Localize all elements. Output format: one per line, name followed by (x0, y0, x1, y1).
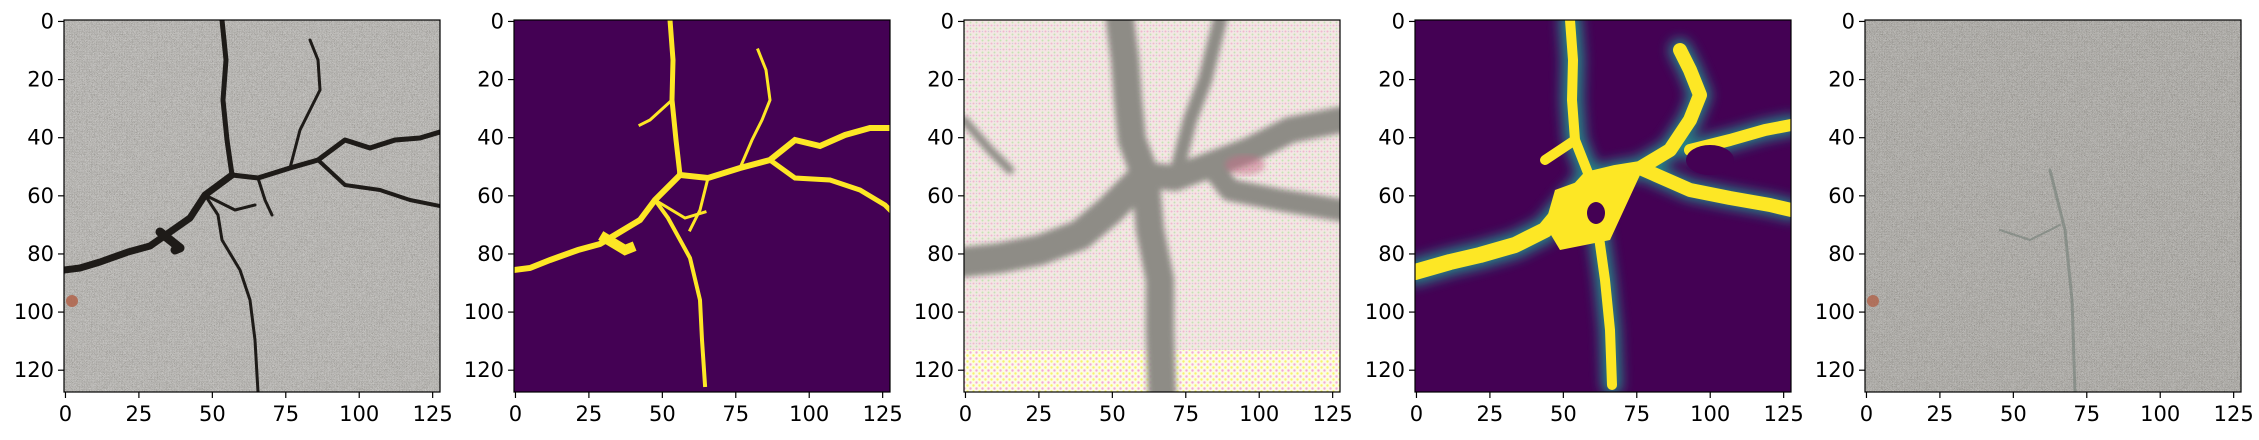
axes-original-image: 0 25 50 75 100 125 0 20 40 60 80 100 120 (14, 9, 453, 426)
y-tick-label: 80 (1828, 242, 1855, 266)
x-tick-label: 25 (576, 402, 603, 426)
y-tick-label: 20 (927, 68, 954, 92)
y-tick-label: 80 (927, 242, 954, 266)
panel-frame-4 (1414, 19, 1792, 393)
x-tick-label: 100 (1690, 402, 1730, 426)
x-tick-label: 125 (2214, 402, 2254, 426)
x-tick-label: 125 (863, 402, 903, 426)
y-tick-label: 40 (1828, 126, 1855, 150)
y-tick-label: 20 (1828, 68, 1855, 92)
x-tick-label: 75 (1172, 402, 1199, 426)
x-tick-label: 100 (789, 402, 829, 426)
y-tick-label: 120 (914, 358, 954, 382)
y-tick-label: 60 (1828, 184, 1855, 208)
y-tick-label: 20 (27, 68, 54, 92)
y-tick-label: 80 (1378, 242, 1405, 266)
x-tick-label: 50 (2000, 402, 2027, 426)
panel-ground-truth-mask (514, 20, 890, 392)
x-tick-label: 50 (1099, 402, 1126, 426)
y-tick-label: 40 (1378, 126, 1405, 150)
y-tick-label: 0 (1842, 9, 1855, 33)
red-spot (66, 295, 78, 307)
red-spot-faded (1867, 295, 1879, 307)
y-tick-label: 0 (41, 9, 54, 33)
y-tick-label: 120 (464, 358, 504, 382)
x-tick-label: 25 (1927, 402, 1954, 426)
y-tick-label: 60 (27, 184, 54, 208)
feature-dark-regions (964, 20, 1340, 392)
x-tick-label: 100 (2140, 402, 2180, 426)
y-tick-label: 80 (27, 242, 54, 266)
y-tick-label: 0 (941, 9, 954, 33)
y-tick-label: 80 (477, 242, 504, 266)
x-tick-label: 0 (59, 402, 72, 426)
panel-original-image (64, 20, 440, 392)
y-tick-label: 120 (1365, 358, 1405, 382)
x-tick-label: 100 (1239, 402, 1279, 426)
mask-hole-1 (1587, 202, 1605, 224)
y-tick-label: 120 (1815, 358, 1855, 382)
x-tick-label: 125 (1764, 402, 1804, 426)
x-tick-label: 25 (126, 402, 153, 426)
panel-frame-5 (1864, 19, 2242, 393)
panel-frame-1 (63, 19, 441, 393)
crack-mask-thin (514, 20, 890, 388)
x-tick-label: 50 (1550, 402, 1577, 426)
panel-frame-3 (963, 19, 1341, 393)
mask-hole-2 (1686, 145, 1734, 175)
x-tick-label: 75 (722, 402, 749, 426)
y-tick-label: 0 (1392, 9, 1405, 33)
y-tick-label: 120 (14, 358, 54, 382)
crack-lines-faint (1999, 168, 2077, 392)
x-tick-label: 125 (413, 402, 453, 426)
x-tick-label: 25 (1477, 402, 1504, 426)
y-tick-label: 100 (14, 300, 54, 324)
x-tick-label: 50 (199, 402, 226, 426)
x-tick-label: 100 (339, 402, 379, 426)
panel-frame-2 (513, 19, 891, 393)
panel-predicted-mask (1415, 20, 1791, 392)
y-tick-label: 20 (477, 68, 504, 92)
y-tick-label: 100 (464, 300, 504, 324)
x-tick-label: 0 (1860, 402, 1873, 426)
x-tick-label: 75 (1623, 402, 1650, 426)
x-tick-label: 25 (1026, 402, 1053, 426)
y-tick-label: 0 (491, 9, 504, 33)
y-tick-label: 100 (914, 300, 954, 324)
axes-ground-truth-mask: 0 25 50 75 100 125 0 20 40 60 80 100 120 (464, 9, 903, 426)
panel-feature-visualization (964, 20, 1340, 392)
x-tick-label: 0 (509, 402, 522, 426)
y-tick-label: 60 (477, 184, 504, 208)
feature-blob (1225, 155, 1265, 175)
y-tick-label: 20 (1378, 68, 1405, 92)
y-tick-label: 40 (27, 126, 54, 150)
axes-feature-visualization: 0 25 50 75 100 125 0 20 40 60 80 100 120 (914, 9, 1353, 426)
axes-reconstructed-image: 0 25 50 75 100 125 0 20 40 60 80 100 120 (1815, 9, 2254, 426)
x-tick-label: 75 (2073, 402, 2100, 426)
y-tick-label: 40 (477, 126, 504, 150)
x-tick-label: 0 (959, 402, 972, 426)
x-tick-label: 125 (1313, 402, 1353, 426)
y-tick-label: 100 (1365, 300, 1405, 324)
y-tick-label: 40 (927, 126, 954, 150)
y-tick-label: 60 (927, 184, 954, 208)
x-tick-label: 75 (272, 402, 299, 426)
axes-predicted-mask: 0 25 50 75 100 125 0 20 40 60 80 100 120 (1365, 9, 1804, 426)
crack-lines-photo (64, 20, 440, 392)
y-tick-label: 60 (1378, 184, 1405, 208)
y-tick-label: 100 (1815, 300, 1855, 324)
panel-reconstructed-image (1865, 20, 2241, 392)
x-tick-label: 0 (1410, 402, 1423, 426)
x-tick-label: 50 (649, 402, 676, 426)
